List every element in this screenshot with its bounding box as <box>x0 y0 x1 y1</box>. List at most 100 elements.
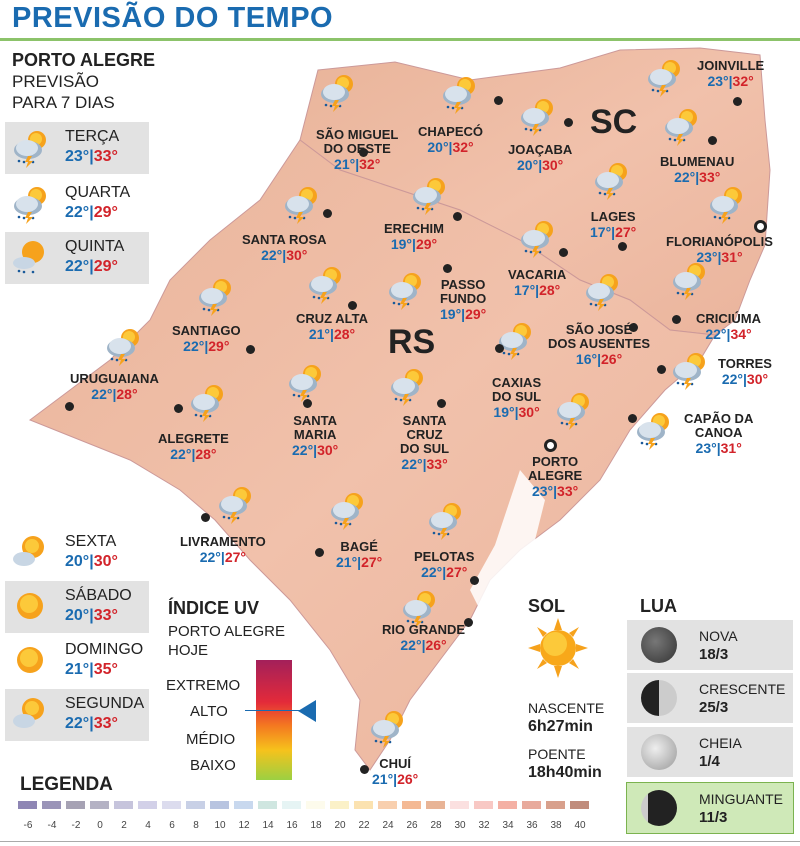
legend-tick: 38 <box>550 820 562 831</box>
city-temps: 22°|30° <box>718 372 772 386</box>
uv-day: HOJE <box>168 642 209 659</box>
header-line2: PARA 7 DIAS <box>12 93 115 112</box>
max-temp: 28° <box>116 386 138 402</box>
min-temp: 19° <box>390 236 413 252</box>
legend-swatch <box>282 801 301 809</box>
day-temps: 20°|30° <box>65 553 118 571</box>
legend-swatch <box>330 801 349 809</box>
min-temp: 21° <box>372 771 394 787</box>
min-temp: 23° <box>707 73 729 89</box>
legend-tick: 18 <box>310 820 322 831</box>
forecast-day-6: SEGUNDA 22°|33° <box>5 689 149 741</box>
min-temp: 17° <box>590 224 612 240</box>
max-temp: 27° <box>224 549 246 565</box>
bottom-divider <box>0 841 800 842</box>
min-temp: 22° <box>183 338 205 354</box>
temp-separator: | <box>421 637 426 653</box>
day-name: QUARTA <box>65 184 131 201</box>
city-name: PELOTAS <box>414 549 475 564</box>
uv-pointer-icon <box>298 700 316 722</box>
moon-crescente-icon <box>641 680 677 716</box>
legend-swatch <box>426 801 445 809</box>
min-temp: 21° <box>334 156 356 172</box>
temp-separator: | <box>412 236 416 252</box>
city-temps: 16°|26° <box>548 352 650 366</box>
min-temp: 20° <box>427 139 449 155</box>
city-temps: 22°|34° <box>696 327 761 341</box>
city-label: CHAPECÓ 20°|32° <box>418 125 483 155</box>
city-name: FLORIANÓPOLIS <box>666 234 773 249</box>
city-temps: 23°|33° <box>528 484 582 498</box>
legend-tick: 10 <box>214 820 226 831</box>
page-title: PREVISÃO DO TEMPO <box>12 2 334 34</box>
moon-title: LUA <box>640 596 677 616</box>
temp-separator: | <box>535 282 540 298</box>
min-temp: 22° <box>400 637 422 653</box>
max-temp: 29° <box>415 236 438 252</box>
min-temp: 17° <box>514 282 536 298</box>
temp-separator: | <box>514 404 519 420</box>
temp-separator: | <box>313 442 318 458</box>
sun-title: SOL <box>528 596 566 616</box>
city-name: ERECHIM <box>384 221 444 236</box>
max-temp: 29° <box>93 204 118 221</box>
city-label: SANTA ROSA 22°|30° <box>242 233 327 263</box>
uv-city: PORTO ALEGRE <box>168 623 285 640</box>
uv-marker-line <box>245 710 303 711</box>
weather-sun-cloud-icon <box>11 533 53 573</box>
day-temps: 22°|33° <box>65 715 118 733</box>
moon-phase-1: CRESCENTE 25/3 <box>627 673 793 723</box>
legend-tick: 0 <box>97 820 103 831</box>
legend-swatch <box>90 801 109 809</box>
city-temps: 22°|28° <box>158 447 229 461</box>
city-name: LIVRAMENTO <box>180 534 266 549</box>
temp-separator: | <box>89 258 94 275</box>
min-temp: 23° <box>65 148 90 165</box>
min-temp: 22° <box>261 247 283 263</box>
legend-swatch <box>210 801 229 809</box>
city-name: CHUÍ <box>379 756 412 771</box>
moon-phase-date: 25/3 <box>699 699 729 716</box>
max-temp: 30° <box>317 442 339 458</box>
weather-storm-sun-icon <box>707 184 745 224</box>
day-temps: 22°|29° <box>65 204 118 222</box>
sunset-label: POENTE <box>528 746 586 762</box>
min-temp: 21° <box>336 554 358 570</box>
day-temps: 22°|29° <box>65 258 118 276</box>
min-temp: 22° <box>421 564 443 580</box>
weather-storm-sun-icon <box>286 362 324 402</box>
legend-swatch <box>450 801 469 809</box>
city-name: MARIA <box>293 427 337 442</box>
forecast-day-1: QUARTA 22°|29° <box>5 178 149 230</box>
legend-swatch <box>66 801 85 809</box>
temp-separator: | <box>442 564 447 580</box>
weather-storm-sun-icon <box>518 218 556 258</box>
legend-tick: 28 <box>430 820 442 831</box>
weather-storm-sun-icon <box>400 588 438 628</box>
city-temps: 20°|30° <box>508 158 572 172</box>
legend-tick: -2 <box>71 820 81 831</box>
sun-icon <box>528 618 588 678</box>
city-label: SÃO JOSÉ DOS AUSENTES 16°|26° <box>548 323 650 367</box>
max-temp: 31° <box>720 440 742 456</box>
state-label-sc: SC <box>590 103 638 141</box>
city-label: ALEGRETE 22°|28° <box>158 432 229 462</box>
city-temps: 23°|32° <box>697 74 764 88</box>
city-marker <box>494 96 503 105</box>
legend-tick: 22 <box>358 820 370 831</box>
temp-separator: | <box>191 446 196 462</box>
city-name: JOAÇABA <box>508 142 573 157</box>
city-temps: 21°|32° <box>316 157 398 171</box>
city-marker <box>470 576 479 585</box>
header-city: PORTO ALEGRE <box>12 50 156 70</box>
city-temps: 21°|28° <box>296 327 368 341</box>
temp-separator: | <box>695 169 700 185</box>
temp-separator: | <box>448 139 453 155</box>
city-name: DO OESTE <box>323 141 391 156</box>
city-label: PORTO ALEGRE 23°|33° <box>528 455 582 499</box>
min-temp: 22° <box>721 371 743 387</box>
temp-separator: | <box>89 607 94 624</box>
forecast-day-5: DOMINGO 21°|35° <box>5 635 149 687</box>
weather-storm-sun-icon <box>410 175 448 215</box>
day-temps: 20°|33° <box>65 607 118 625</box>
